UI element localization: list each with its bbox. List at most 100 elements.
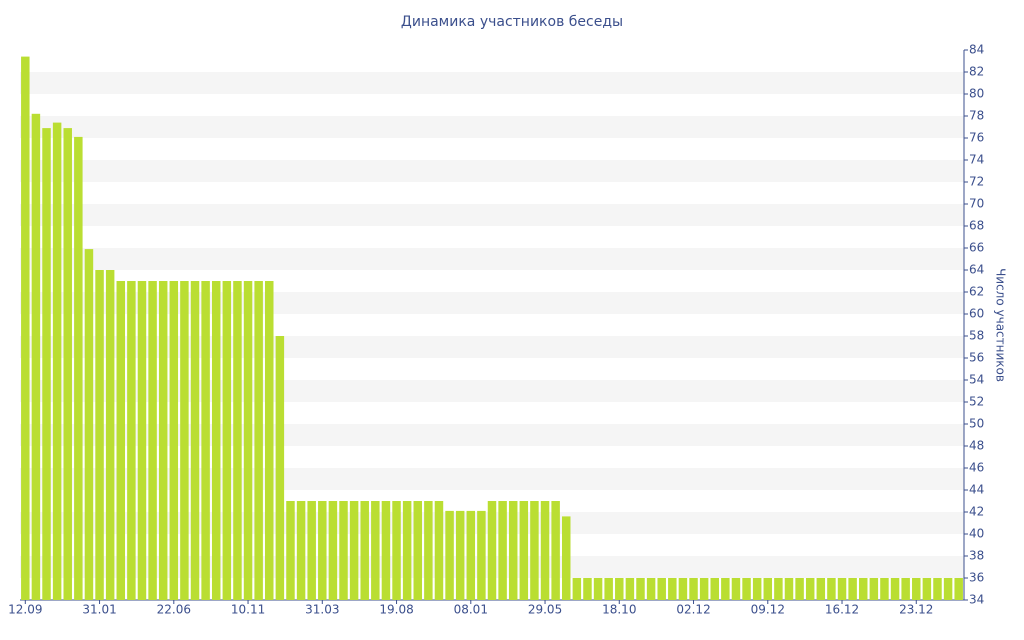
bar [636, 578, 645, 600]
bar [763, 578, 773, 600]
bar [583, 578, 592, 600]
bar [296, 501, 306, 600]
x-tick-label: 31.01 [82, 603, 116, 617]
bar [487, 501, 497, 600]
y-tick-label: 60 [969, 307, 984, 321]
bar [869, 578, 879, 600]
grid-band [20, 116, 964, 138]
bar [74, 136, 83, 600]
bar [201, 281, 210, 600]
y-tick-label: 74 [969, 153, 984, 167]
x-tick-label: 08.01 [454, 603, 488, 617]
bar [678, 578, 688, 600]
x-tick-label: 19.08 [379, 603, 413, 617]
bar [880, 578, 889, 600]
chart-title: Динамика участников беседы [401, 14, 623, 30]
y-tick-label: 56 [969, 351, 984, 365]
bar [116, 281, 126, 600]
bar [530, 501, 539, 600]
bar [222, 281, 232, 600]
x-tick-label: 23.12 [899, 603, 933, 617]
bar [742, 578, 751, 600]
y-tick-label: 48 [969, 439, 984, 453]
bar [233, 281, 242, 600]
bar [625, 578, 635, 600]
bar [890, 578, 900, 600]
bar [827, 578, 836, 600]
y-tick-label: 80 [969, 87, 984, 101]
bar [445, 510, 454, 600]
x-tick-label: 09.12 [751, 603, 785, 617]
bar [954, 578, 963, 600]
bar [837, 578, 847, 600]
bar [540, 501, 550, 600]
x-tick-label: 29.05 [528, 603, 562, 617]
bar [455, 510, 465, 600]
bar [901, 578, 910, 600]
bar [710, 578, 719, 600]
y-tick-label: 54 [969, 373, 984, 387]
bar [307, 501, 316, 600]
bar [286, 501, 295, 600]
bar [105, 270, 115, 600]
bar [943, 578, 953, 600]
bar [381, 501, 391, 600]
grid-band [20, 204, 964, 226]
y-tick-label: 46 [969, 461, 984, 475]
bar [137, 281, 147, 600]
bar [689, 578, 698, 600]
bar [63, 128, 72, 600]
bar [349, 501, 359, 600]
bar [275, 336, 285, 600]
bar [127, 281, 136, 600]
bar [52, 122, 62, 600]
y-tick-label: 76 [969, 131, 984, 145]
bar [774, 578, 783, 600]
grid-band [20, 160, 964, 182]
y-tick-label: 78 [969, 109, 984, 123]
bar [784, 578, 794, 600]
y-tick-label: 64 [969, 263, 984, 277]
bar [31, 113, 41, 601]
y-tick-label: 34 [969, 593, 984, 607]
y-tick-label: 42 [969, 505, 984, 519]
bar [551, 501, 560, 600]
bar [593, 578, 603, 600]
bar [795, 578, 804, 600]
y-tick-label: 52 [969, 395, 984, 409]
bar [615, 578, 624, 600]
y-axis-label: Число участников [994, 268, 1008, 382]
bar [402, 501, 412, 600]
y-tick-label: 38 [969, 549, 984, 563]
y-tick-label: 40 [969, 527, 984, 541]
bar [265, 281, 274, 600]
x-tick-label: 10.11 [231, 603, 265, 617]
x-tick-label: 22.06 [157, 603, 191, 617]
bar [339, 501, 348, 600]
bar [318, 501, 327, 600]
bar [169, 281, 179, 600]
bar [657, 578, 666, 600]
y-tick-label: 58 [969, 329, 984, 343]
y-tick-label: 84 [969, 43, 984, 57]
bar [148, 281, 157, 600]
bar [752, 578, 762, 600]
bar [816, 578, 826, 600]
bar [42, 128, 51, 600]
y-tick-label: 36 [969, 571, 984, 585]
bar [328, 501, 338, 600]
grid-band [20, 72, 964, 94]
bar [519, 501, 529, 600]
y-tick-label: 62 [969, 285, 984, 299]
bar [21, 56, 30, 601]
x-tick-label: 16.12 [825, 603, 859, 617]
y-tick-label: 50 [969, 417, 984, 431]
y-tick-label: 44 [969, 483, 984, 497]
bar [668, 578, 677, 600]
bar [392, 501, 401, 600]
bar [360, 501, 369, 600]
x-tick-label: 18.10 [602, 603, 636, 617]
y-tick-label: 72 [969, 175, 984, 189]
bar [508, 501, 518, 600]
